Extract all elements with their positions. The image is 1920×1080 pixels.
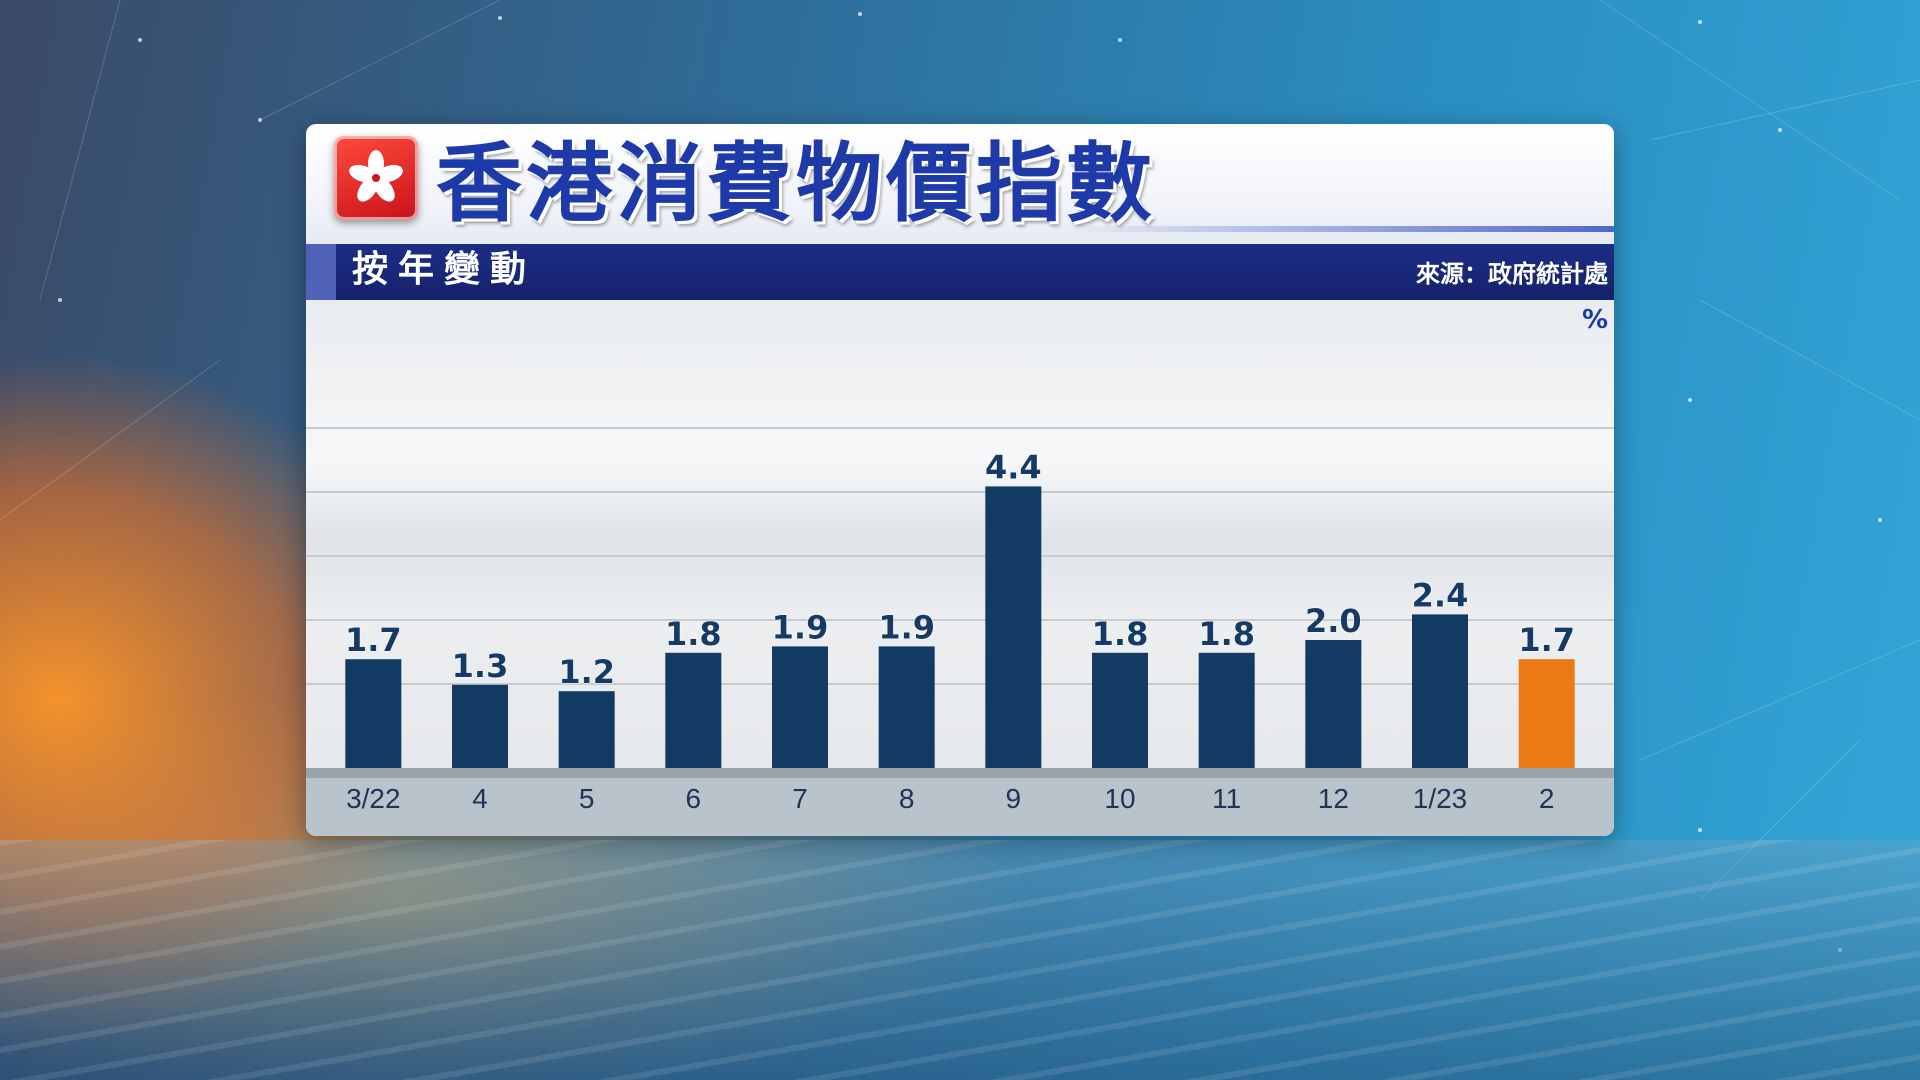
data-label: 1.9 bbox=[772, 608, 829, 646]
chart-header: 香港消費物價指數 bbox=[306, 124, 1614, 244]
x-axis-line bbox=[306, 768, 1614, 778]
plot-area: % 1.7 3/22 1.3 4 1.2 5 1.8 6 1.9 7 1.9 8 4.4 9 1.8 10 1.8… bbox=[306, 300, 1614, 836]
x-tick-label: 11 bbox=[1212, 783, 1241, 814]
bar-chart: % 1.7 3/22 1.3 4 1.2 5 1.8 6 1.9 7 1.9 8 4.4 9 1.8 10 1.8… bbox=[306, 305, 1614, 836]
bar bbox=[1412, 614, 1468, 768]
bar bbox=[1305, 640, 1362, 768]
x-tick-label: 5 bbox=[579, 783, 595, 814]
bar bbox=[345, 659, 402, 768]
x-tick-label: 4 bbox=[472, 783, 488, 814]
hong-kong-flag-icon bbox=[334, 136, 418, 220]
bar bbox=[985, 486, 1042, 768]
bar bbox=[452, 684, 508, 768]
data-label: 1.8 bbox=[1198, 615, 1255, 653]
chart-subtitle: 按年變動 bbox=[352, 249, 537, 290]
bar bbox=[1198, 652, 1255, 768]
source-note: 來源：政府統計處 bbox=[1416, 260, 1608, 288]
data-label: 2.4 bbox=[1412, 576, 1469, 614]
x-tick-label: 9 bbox=[1006, 783, 1022, 814]
data-label: 2.0 bbox=[1305, 602, 1362, 640]
data-label: 1.7 bbox=[345, 621, 402, 659]
x-tick-label: 10 bbox=[1104, 783, 1135, 814]
data-label: 1.8 bbox=[665, 615, 722, 653]
bar bbox=[772, 646, 828, 768]
bar bbox=[1518, 659, 1575, 768]
bar bbox=[878, 646, 935, 768]
title-decoration bbox=[1066, 226, 1614, 232]
x-tick-label: 1/23 bbox=[1413, 783, 1468, 814]
subtitle-bar: 按年變動 來源：政府統計處 bbox=[306, 244, 1614, 300]
chart-title: 香港消費物價指數 bbox=[436, 134, 1156, 234]
unit-label: % bbox=[1582, 305, 1608, 335]
background-floor bbox=[0, 840, 1920, 1080]
bar bbox=[665, 652, 722, 768]
data-label: 1.7 bbox=[1518, 621, 1575, 659]
bar bbox=[1092, 652, 1148, 768]
x-axis-band bbox=[306, 778, 1614, 836]
data-label: 4.4 bbox=[985, 448, 1042, 486]
bar bbox=[558, 691, 615, 768]
x-tick-label: 2 bbox=[1539, 783, 1555, 814]
x-tick-label: 6 bbox=[686, 783, 702, 814]
x-tick-label: 7 bbox=[792, 783, 808, 814]
x-tick-label: 3/22 bbox=[346, 783, 401, 814]
x-tick-label: 12 bbox=[1318, 783, 1349, 814]
data-label: 1.8 bbox=[1092, 615, 1149, 653]
x-tick-label: 8 bbox=[899, 783, 915, 814]
subtitle-accent bbox=[306, 244, 336, 300]
chart-panel: 香港消費物價指數 按年變動 來源：政府統計處 % 1.7 3/22 1.3 4 1.2 5 1… bbox=[306, 124, 1614, 836]
data-label: 1.9 bbox=[878, 608, 935, 646]
data-label: 1.3 bbox=[452, 647, 509, 685]
data-label: 1.2 bbox=[558, 653, 615, 691]
